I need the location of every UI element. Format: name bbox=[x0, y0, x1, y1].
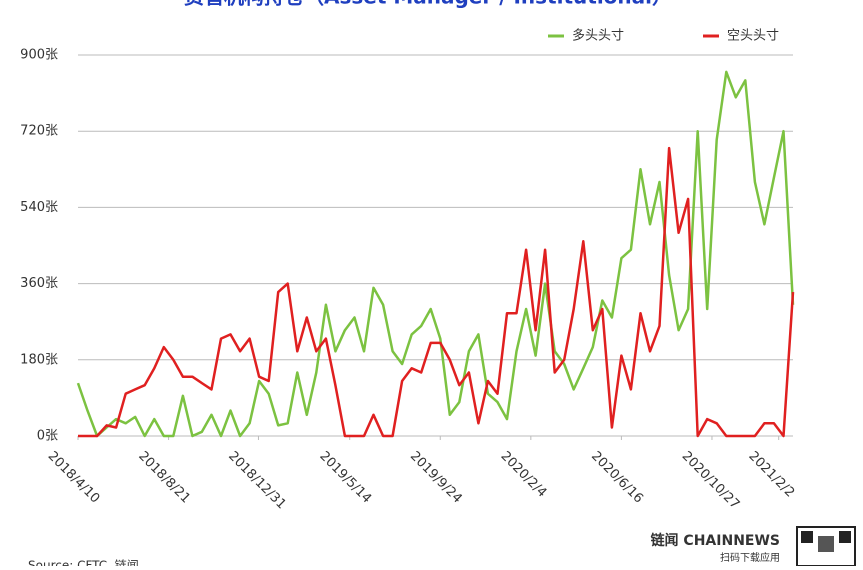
y-tick-label: 180张 bbox=[20, 352, 58, 367]
x-tick-label: 2018/8/21 bbox=[135, 449, 193, 507]
qr-code bbox=[796, 526, 856, 567]
brand: 链闻 CHAINNEWS bbox=[651, 532, 780, 549]
y-tick-label: 540张 bbox=[20, 200, 58, 215]
x-tick-label: 2019/9/24 bbox=[407, 449, 465, 507]
y-tick-label: 900张 bbox=[20, 48, 58, 63]
y-tick-label: 360张 bbox=[20, 276, 58, 291]
x-tick-label: 2018/12/31 bbox=[225, 449, 289, 513]
source: Source: CFTC, 链闻 bbox=[28, 558, 139, 567]
chart-title: 资管机构持仓（Asset Manager / Institutional） bbox=[184, 0, 672, 9]
x-tick-label: 2020/10/27 bbox=[679, 449, 743, 513]
x-tick-label: 2021/2/2 bbox=[745, 449, 797, 501]
legend-label: 多头头寸 bbox=[572, 28, 624, 44]
x-tick-label: 2018/4/10 bbox=[45, 449, 103, 507]
series-line bbox=[76, 70, 795, 438]
brand-sub: 扫码下载应用 bbox=[720, 551, 780, 564]
x-tick-label: 2020/2/4 bbox=[498, 449, 550, 501]
x-tick-label: 2019/5/14 bbox=[316, 449, 374, 507]
series-line bbox=[78, 146, 795, 438]
legend-label: 空头头寸 bbox=[727, 29, 779, 44]
y-tick-label: 0张 bbox=[37, 429, 58, 444]
y-tick-label: 720张 bbox=[20, 124, 58, 139]
x-tick-label: 2020/6/16 bbox=[588, 449, 646, 507]
